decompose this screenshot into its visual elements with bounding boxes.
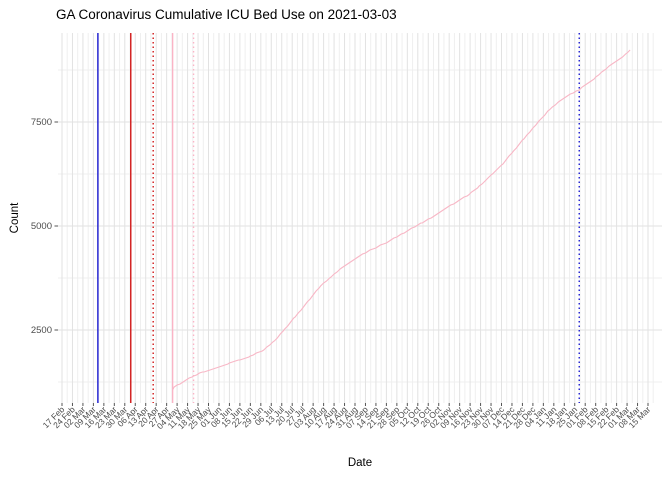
chart-title: GA Coronavirus Cumulative ICU Bed Use on…: [56, 7, 397, 22]
x-axis-title: Date: [0, 457, 672, 469]
y-tick-label: 2500: [31, 325, 52, 336]
x-axis-title-text: Date: [347, 457, 373, 469]
y-tick-label: 5000: [31, 221, 52, 232]
y-tick-label: 7500: [31, 117, 52, 128]
series-line-cumulative-icu-bed-use: [172, 49, 631, 391]
y-axis-title: Count: [9, 202, 21, 234]
